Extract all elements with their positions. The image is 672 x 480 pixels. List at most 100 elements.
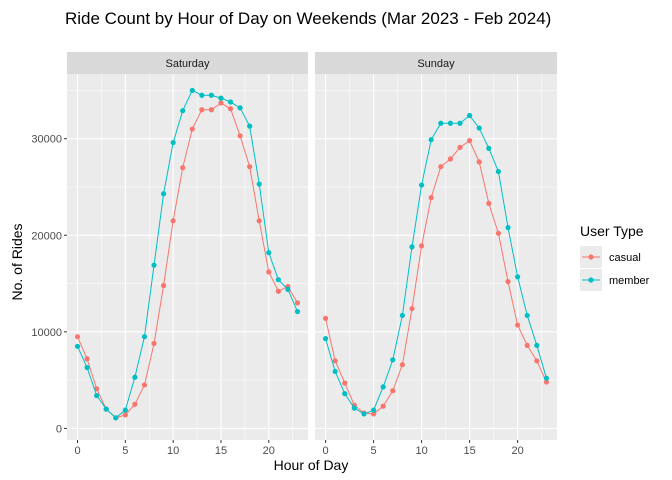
y-axis: 0 10000 20000 30000 [31,134,67,435]
data-point-casual [418,243,425,249]
facet-panel-saturday: Saturday 0 5 10 15 20 [67,52,308,457]
data-point-member [457,120,463,126]
data-point-member [285,286,291,292]
data-point-member [275,277,281,283]
x-tick-label: 10 [167,445,179,457]
data-point-casual [74,334,81,340]
data-point-casual [495,230,502,236]
data-point-casual [467,138,473,144]
legend-label: casual [609,252,641,264]
data-point-casual [208,107,215,113]
data-point-member [505,224,511,231]
data-point-member [543,375,550,381]
data-point-casual [342,380,348,386]
data-point-member [151,262,157,268]
legend-key-point [588,254,594,260]
data-point-member [467,112,473,119]
data-point-member [409,244,415,250]
x-tick-label: 5 [122,445,128,457]
data-point-casual [322,315,329,321]
data-point-casual [199,107,205,113]
x-tick-label: 0 [74,445,80,457]
data-point-casual [390,388,396,394]
data-point-casual [170,218,176,224]
data-point-casual [256,218,262,224]
data-point-casual [447,156,454,162]
x-tick-label: 0 [323,445,329,457]
data-point-member [141,334,148,340]
legend-item-casual: casual [580,246,641,268]
data-point-casual [332,358,338,364]
data-point-casual [94,386,100,392]
data-point-member [418,182,425,188]
chart-title: Ride Count by Hour of Day on Weekends (M… [65,9,551,28]
data-point-member [495,168,502,175]
data-point-member [256,181,262,187]
data-point-casual [160,282,167,289]
data-point-member [208,92,215,98]
data-point-member [294,308,301,315]
data-point-member [342,391,348,397]
y-tick-label: 20000 [31,230,62,242]
data-point-member [160,191,167,197]
data-point-member [113,415,119,421]
data-point-casual [505,279,511,285]
data-point-casual [370,411,377,417]
data-point-member [486,145,492,151]
data-point-member [266,250,272,256]
x-tick-label: 15 [215,445,227,457]
data-point-member [322,336,329,342]
data-point-casual [189,126,195,132]
legend-label: member [609,275,650,287]
panel-background [67,74,308,440]
data-point-member [199,92,205,98]
legend-title: User Type [580,223,644,239]
data-point-casual [247,164,253,170]
data-point-member [122,407,128,413]
data-point-member [351,405,357,411]
data-point-casual [438,164,444,170]
data-point-member [534,342,540,348]
data-point-member [438,120,444,126]
data-point-casual [543,379,550,385]
data-point-member [180,108,186,114]
y-axis-label: No. of Rides [9,223,25,300]
data-point-casual [294,300,301,306]
data-point-casual [409,306,415,312]
data-point-member [447,120,454,126]
facet-strip [67,52,308,74]
data-point-member [84,364,90,371]
data-point-member [361,411,367,417]
data-point-member [189,87,195,94]
x-tick-label: 10 [415,445,427,457]
legend-key-point [588,277,594,283]
legend-item-member: member [580,269,650,291]
data-point-casual [428,195,434,201]
x-tick-label: 15 [463,445,475,457]
data-point-casual [151,340,157,347]
data-point-casual [275,288,281,294]
data-point-member [332,368,338,375]
data-point-casual [266,269,272,275]
facet-panels: Saturday 0 5 10 15 20 Sunday 0 5 10 15 20 0 10000 2000… [31,52,557,457]
data-point-member [227,99,234,105]
data-point-member [476,125,482,131]
facet-strip-label: Sunday [417,58,455,70]
data-point-member [399,312,405,319]
data-point-casual [218,100,224,106]
legend: User Type casual member [580,223,650,291]
y-tick-label: 30000 [31,134,62,146]
data-point-member [515,274,521,280]
data-point-casual [141,382,148,388]
data-point-casual [380,403,386,409]
data-point-casual [84,356,90,362]
data-point-member [390,357,396,363]
data-point-member [237,105,243,111]
data-point-casual [122,412,128,418]
legend-items: casual member [580,246,650,291]
data-point-casual [515,322,521,328]
x-tick-label: 5 [371,445,377,457]
data-point-member [247,123,253,129]
x-axis-label: Hour of Day [274,457,349,473]
